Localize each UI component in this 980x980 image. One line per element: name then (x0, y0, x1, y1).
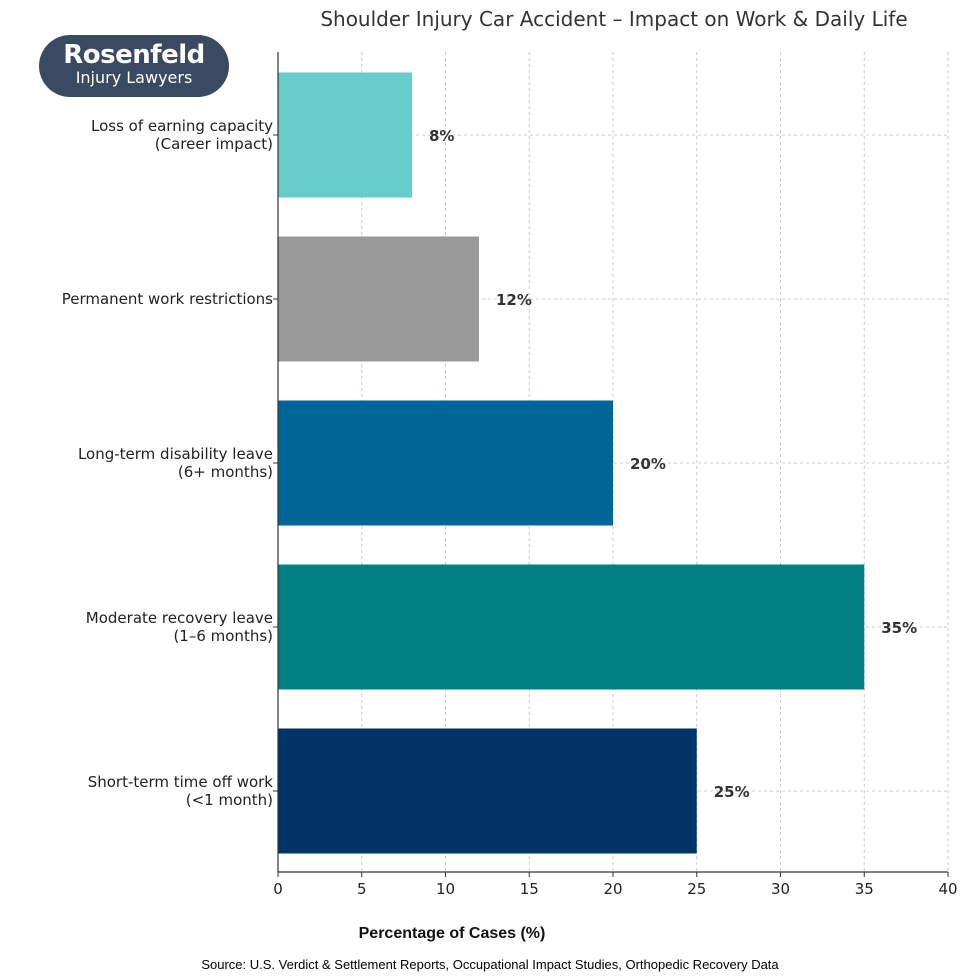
y-tick-label: Loss of earning capacity (Career impact) (91, 117, 273, 153)
x-tick-label: 35 (855, 880, 874, 898)
bar (278, 236, 479, 362)
x-tick-label: 30 (771, 880, 790, 898)
logo-tagline: Injury Lawyers (75, 68, 193, 87)
x-tick-label: 10 (436, 880, 455, 898)
logo: Rosenfeld Injury Lawyers (39, 35, 229, 97)
x-tick-label: 5 (357, 880, 367, 898)
logo-name: Rosenfeld (63, 40, 205, 70)
bar (278, 564, 865, 690)
data-label: 25% (714, 783, 750, 801)
y-tick-label: Permanent work restrictions (62, 290, 273, 308)
y-tick-label: Moderate recovery leave (1–6 months) (86, 609, 273, 645)
bar (278, 400, 613, 526)
y-tick-label: Long-term disability leave (6+ months) (78, 445, 273, 481)
data-label: 20% (630, 455, 666, 473)
x-tick-label: 15 (520, 880, 539, 898)
source-note: Source: U.S. Verdict & Settlement Report… (201, 957, 779, 972)
x-tick-label: 40 (938, 880, 957, 898)
y-tick-label: Short-term time off work (<1 month) (88, 773, 274, 809)
data-label: 12% (496, 291, 532, 309)
x-axis-label: Percentage of Cases (%) (359, 925, 546, 942)
chart-title: Shoulder Injury Car Accident – Impact on… (320, 7, 907, 31)
x-tick-label: 20 (603, 880, 622, 898)
x-tick-label: 0 (273, 880, 283, 898)
data-label: 35% (881, 619, 917, 637)
bar (278, 72, 412, 198)
bar (278, 728, 697, 854)
data-label: 8% (429, 127, 454, 145)
x-tick-label: 25 (687, 880, 706, 898)
